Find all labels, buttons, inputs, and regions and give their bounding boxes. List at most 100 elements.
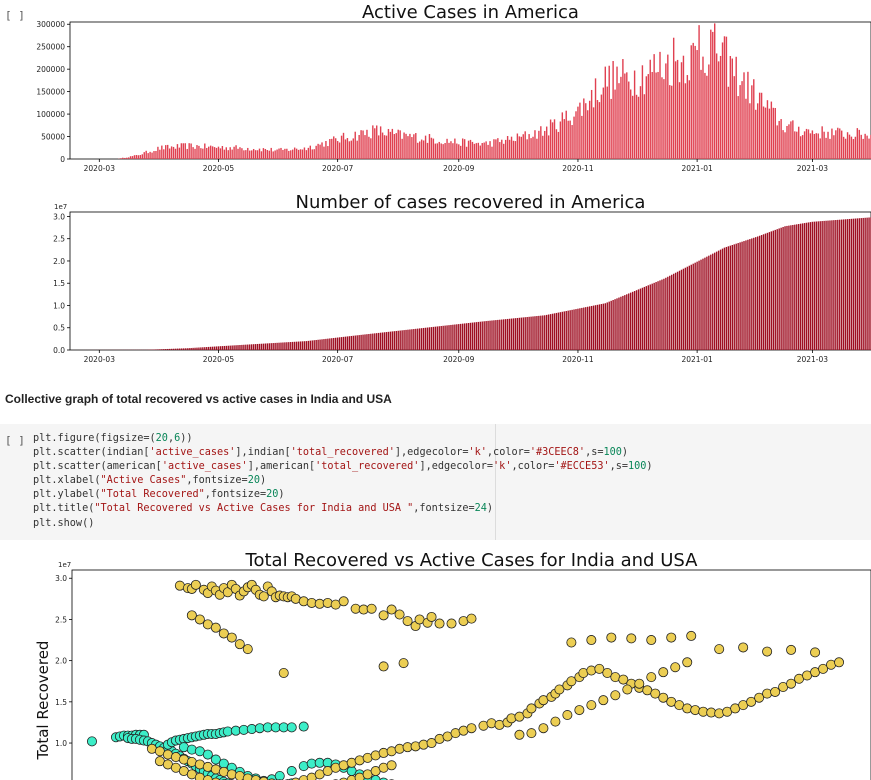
bar	[155, 150, 157, 159]
bar	[583, 307, 585, 350]
bar	[327, 338, 329, 350]
bar	[518, 317, 521, 350]
scatter-point	[186, 744, 197, 755]
bar	[364, 334, 366, 350]
bar	[274, 342, 276, 350]
bar	[579, 308, 581, 350]
y-tick-label: 150000	[36, 88, 65, 97]
code-line[interactable]: plt.title("Total Recovered vs Active Cas…	[33, 502, 653, 516]
bar	[450, 141, 452, 159]
code-cell-prompt[interactable]: [ ]	[5, 434, 25, 447]
bar	[405, 329, 407, 350]
bar	[837, 127, 839, 159]
bar	[573, 309, 575, 350]
bar	[241, 344, 243, 350]
bar	[344, 336, 347, 350]
bar	[622, 59, 624, 159]
code-line[interactable]: plt.scatter(indian['active_cases'],india…	[33, 446, 653, 460]
bar	[426, 142, 429, 159]
bar	[475, 143, 478, 159]
bar	[448, 325, 450, 350]
bar	[168, 148, 171, 159]
code-cell[interactable]	[0, 424, 871, 540]
bar	[206, 147, 208, 159]
bar	[372, 333, 374, 350]
scatter-point	[211, 777, 221, 780]
cell-prompt[interactable]: [ ]	[5, 9, 25, 22]
bar	[549, 314, 552, 350]
bar	[780, 119, 782, 159]
bar	[465, 323, 468, 350]
bar	[565, 311, 567, 350]
bar	[317, 143, 319, 159]
scatter-point	[562, 710, 573, 721]
bar	[665, 63, 667, 159]
bar	[762, 106, 765, 159]
bar	[590, 89, 593, 159]
code-line[interactable]: plt.figure(figsize=(20,6))	[33, 432, 653, 446]
bar	[262, 343, 265, 350]
bar	[692, 42, 694, 159]
bar	[178, 147, 181, 159]
bar	[438, 326, 440, 350]
code-line[interactable]: plt.xlabel("Active Cases",fontsize=20)	[33, 474, 653, 488]
bar	[735, 56, 737, 159]
bar	[428, 134, 431, 159]
bar	[293, 341, 296, 350]
scatter-point	[210, 622, 221, 633]
bar	[389, 331, 392, 350]
bar	[420, 139, 423, 159]
code-line[interactable]: plt.show()	[33, 517, 653, 531]
scatter-point	[594, 663, 605, 674]
bar	[313, 149, 315, 159]
bar	[790, 121, 792, 159]
bar	[540, 126, 542, 159]
bar	[526, 139, 528, 159]
bar	[700, 259, 702, 350]
scatter-point	[338, 596, 349, 607]
bar	[174, 348, 177, 350]
bar	[635, 290, 638, 350]
code-line[interactable]: plt.ylabel("Total Recovered",fontsize=20…	[33, 488, 653, 502]
y-axis-label: Total Recovered	[34, 641, 52, 761]
bar	[165, 349, 167, 350]
bar	[395, 133, 397, 159]
bar	[495, 139, 497, 159]
bar	[848, 218, 851, 350]
bar	[559, 312, 562, 350]
bar	[231, 149, 233, 159]
bar	[444, 143, 446, 159]
code-line[interactable]: plt.scatter(american['active_cases'],ame…	[33, 460, 653, 474]
bar	[204, 143, 206, 159]
y-tick-label: 200000	[36, 65, 65, 74]
bar	[145, 150, 147, 159]
bar	[692, 263, 694, 350]
bar	[409, 329, 411, 350]
bar	[669, 275, 671, 350]
bar	[497, 138, 499, 159]
bar	[420, 328, 423, 350]
bar	[825, 220, 827, 350]
bar	[815, 133, 818, 159]
bar	[788, 225, 790, 350]
bar	[364, 135, 366, 159]
bar	[712, 253, 714, 350]
bar	[686, 266, 689, 350]
bar	[397, 129, 399, 159]
code-token: plt.ylabel(	[33, 489, 101, 501]
bar	[264, 148, 267, 159]
bar	[606, 302, 608, 350]
bar	[823, 220, 825, 350]
bar	[477, 321, 480, 350]
bar	[532, 316, 534, 350]
bar	[706, 75, 708, 159]
bar	[143, 152, 145, 159]
bar	[319, 339, 321, 350]
code-editor[interactable]: plt.figure(figsize=(20,6)) plt.scatter(in…	[33, 432, 653, 531]
bar	[784, 132, 786, 159]
recovered-cases-chart: Number of cases recovered in America 0.0 0…	[53, 192, 871, 364]
bar	[350, 140, 353, 159]
bar	[293, 147, 296, 159]
bar	[125, 157, 128, 159]
bar	[813, 221, 816, 350]
